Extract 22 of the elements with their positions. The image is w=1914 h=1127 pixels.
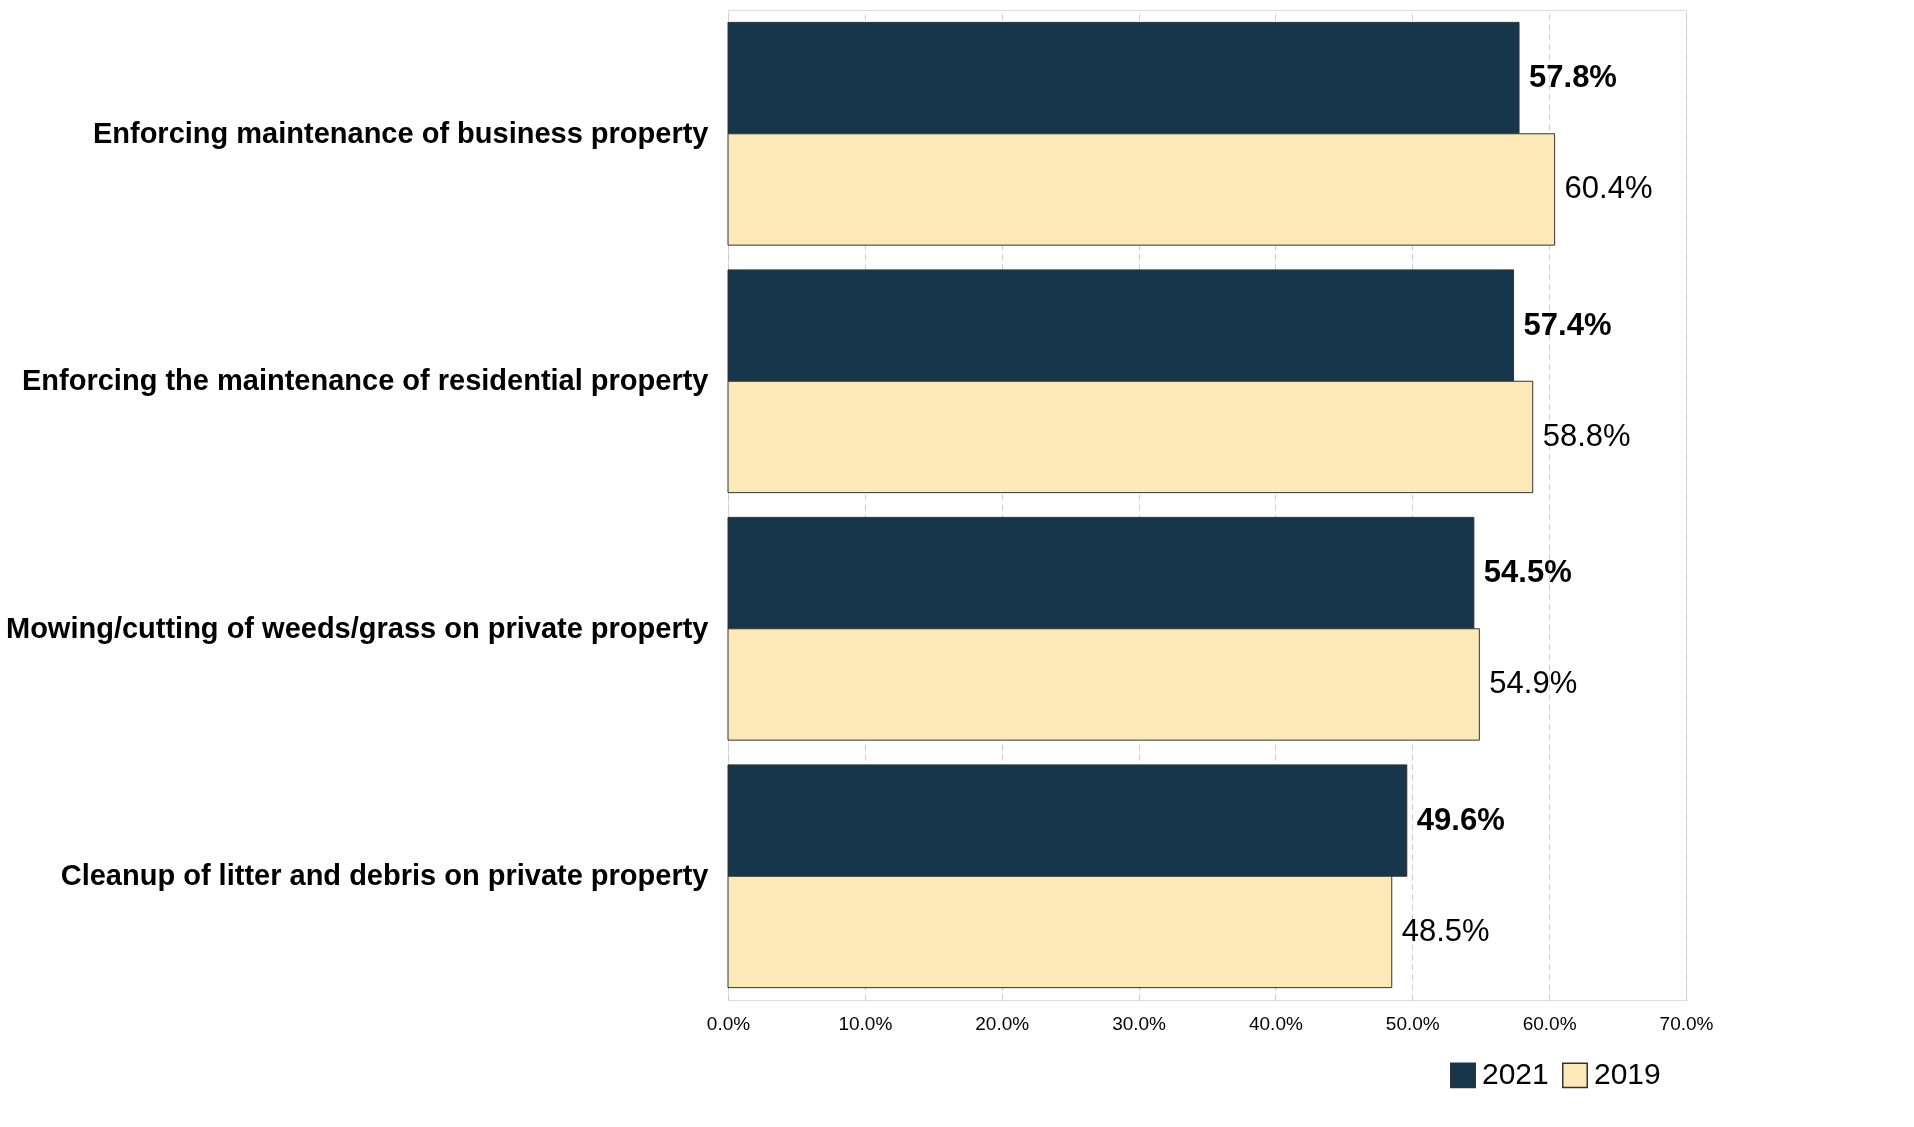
data-label: 48.5% (1401, 912, 1490, 948)
y-tick-label: Enforcing the maintenance of residential property (22, 364, 709, 397)
y-tick-label: Enforcing maintenance of business property (92, 116, 709, 149)
legend-label: 2021 (1482, 1057, 1549, 1091)
data-label: 57.8% (1529, 59, 1617, 95)
x-tick-label: 20.0% (975, 1012, 1030, 1034)
x-tick-label: 10.0% (838, 1012, 893, 1034)
x-tick-label: 50.0% (1385, 1012, 1440, 1034)
data-label: 54.9% (1489, 665, 1578, 701)
x-tick-label: 30.0% (1112, 1012, 1167, 1034)
data-label: 60.4% (1564, 170, 1653, 206)
data-label: 58.8% (1542, 417, 1631, 453)
data-label: 54.5% (1483, 554, 1572, 590)
legend-label: 2019 (1594, 1057, 1661, 1091)
data-label: 57.4% (1523, 306, 1612, 342)
x-tick-label: 40.0% (1248, 1012, 1303, 1034)
y-tick-label: Cleanup of litter and debris on private property (60, 859, 709, 892)
y-tick-label: Mowing/cutting of weeds/grass on private property (5, 611, 709, 644)
data-label: 49.6% (1416, 801, 1505, 837)
x-tick-label: 70.0% (1659, 1012, 1714, 1034)
x-tick-label: 60.0% (1522, 1012, 1577, 1034)
x-tick-label: 0.0% (706, 1012, 751, 1034)
